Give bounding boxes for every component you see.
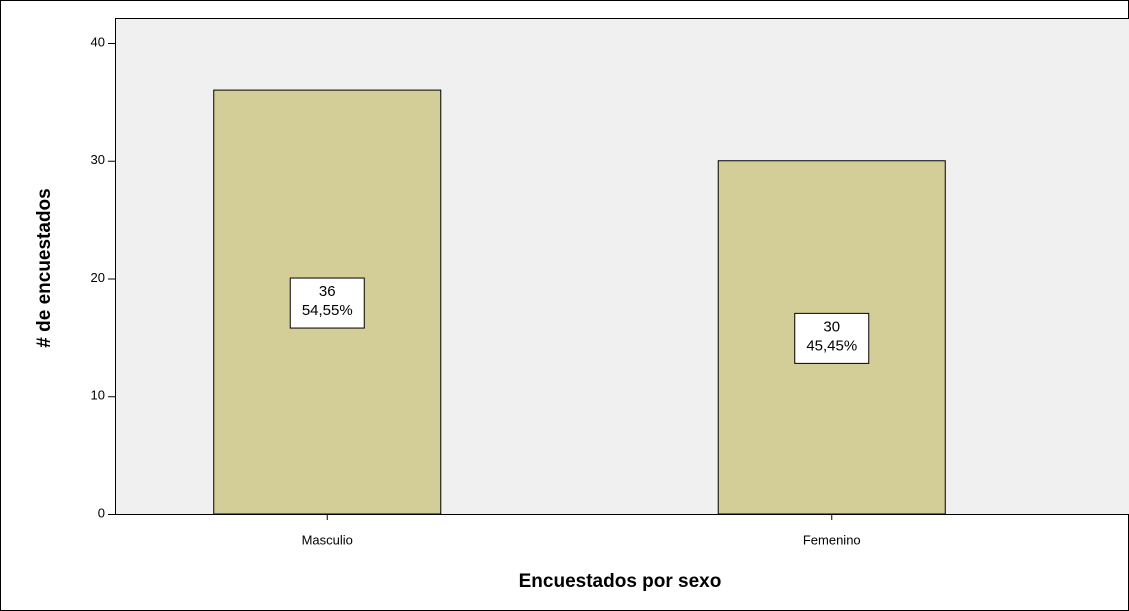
x-tick-label: Masculio [302, 532, 353, 547]
data-label-percent: 54,55% [302, 302, 353, 319]
y-tick-label: 30 [91, 152, 105, 167]
data-label-box [794, 312, 870, 364]
y-tick-label: 10 [91, 388, 105, 403]
y-tick-label: 0 [98, 505, 105, 520]
y-tick-label: 40 [91, 34, 105, 49]
data-label: 30 [823, 318, 840, 335]
x-axis-title: Encuestados por sexo [519, 571, 722, 592]
x-tick-label: Femenino [803, 532, 861, 547]
y-tick-label: 20 [91, 270, 105, 285]
data-label-box [289, 277, 365, 329]
y-axis-title: # de encuestados [34, 188, 55, 347]
data-label-percent: 45,45% [806, 337, 857, 354]
data-label: 36 [319, 283, 336, 300]
